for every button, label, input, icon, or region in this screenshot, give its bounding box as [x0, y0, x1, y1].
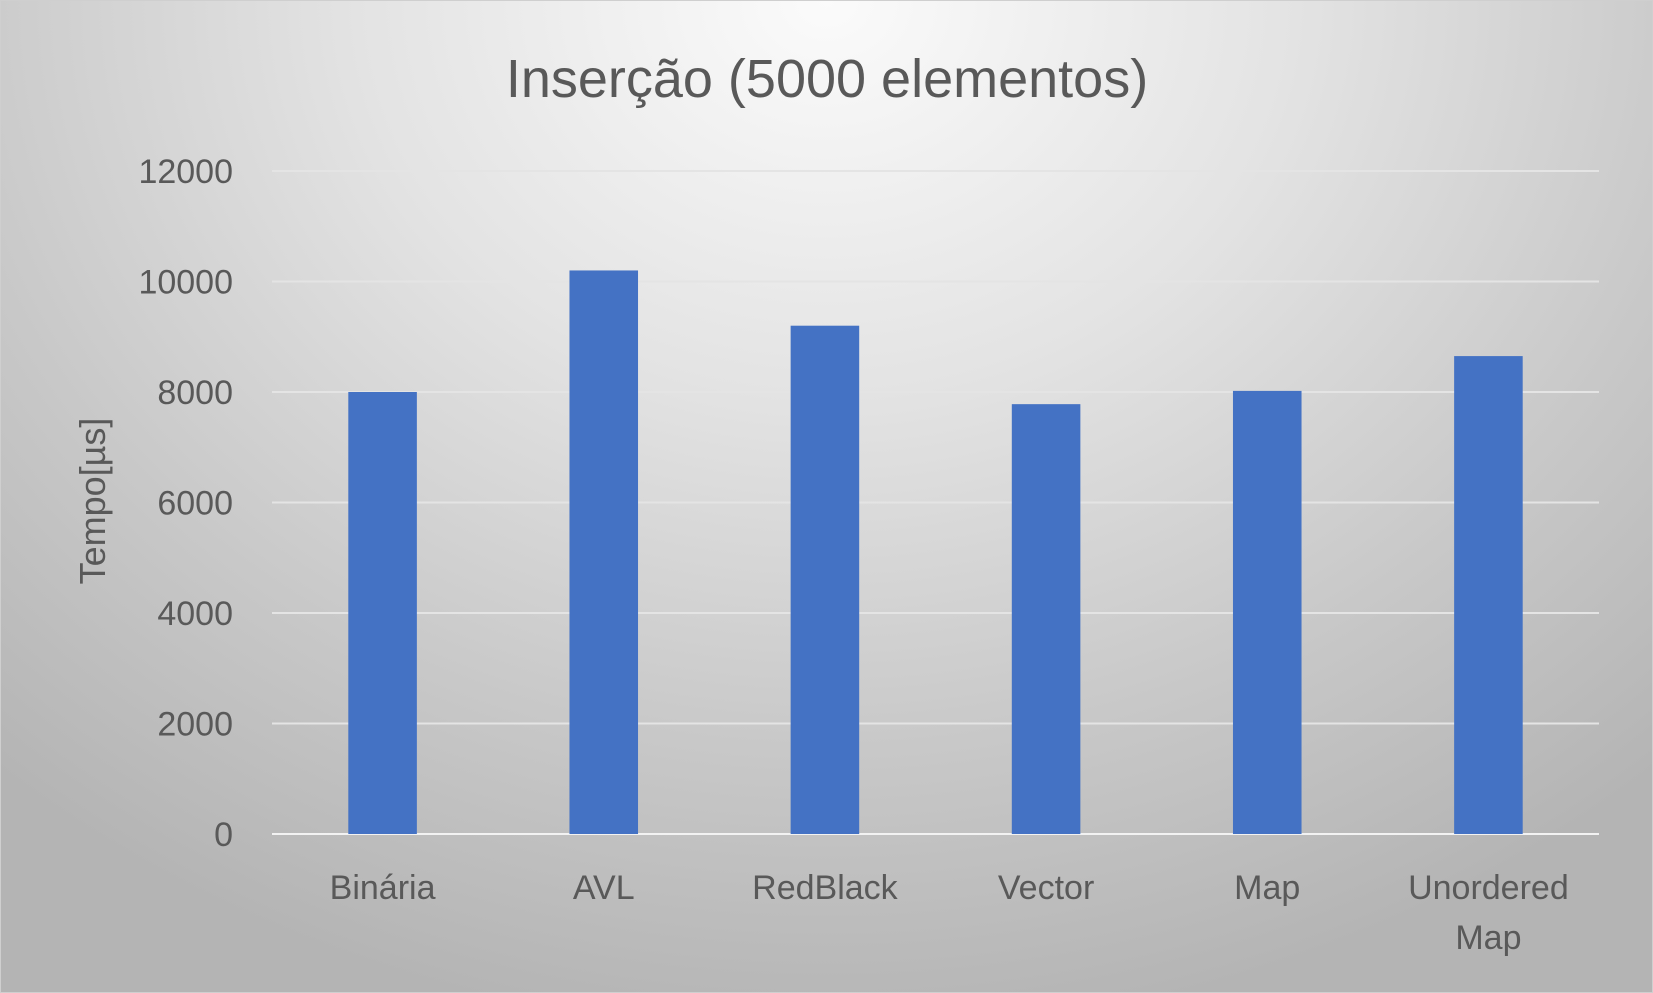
y-tick-label: 10000: [138, 264, 233, 302]
y-axis-title: Tempo[µs]: [72, 418, 113, 585]
y-tick-label: 12000: [138, 153, 233, 191]
y-axis-ticks: 0 2000 4000 6000 8000 10000 12000: [138, 153, 233, 854]
y-tick-label: 0: [214, 816, 233, 854]
x-category-label: Map: [1234, 869, 1300, 907]
x-category-label: Binária: [330, 869, 436, 907]
y-tick-label: 4000: [157, 595, 233, 633]
x-axis-categories: Binária AVL RedBlack Vector Map Unordered Map: [330, 869, 1569, 957]
bar-1: [569, 270, 639, 834]
x-category-label: Unordered: [1408, 869, 1569, 907]
x-category-label: Vector: [998, 869, 1094, 907]
y-tick-label: 2000: [157, 706, 233, 744]
gridlines: [272, 170, 1599, 835]
bar-0: [348, 392, 417, 834]
x-category-label: Map: [1455, 919, 1521, 957]
bar-3: [1011, 404, 1081, 834]
y-tick-label: 8000: [157, 374, 233, 412]
chart-title: Inserção (5000 elementos): [506, 49, 1148, 109]
y-tick-label: 6000: [157, 485, 233, 523]
x-category-label: AVL: [573, 869, 635, 907]
x-category-label: RedBlack: [752, 869, 899, 907]
bar-5: [1454, 356, 1523, 834]
bar-2: [790, 325, 860, 834]
bars: [348, 270, 1523, 834]
bar-4: [1232, 390, 1302, 834]
